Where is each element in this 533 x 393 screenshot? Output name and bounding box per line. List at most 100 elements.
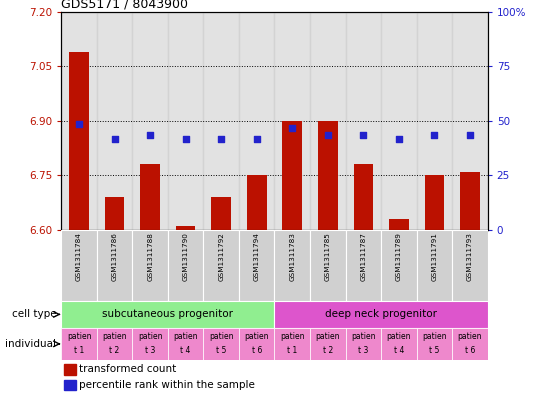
Text: GSM1311783: GSM1311783 <box>289 232 295 281</box>
Bar <box>345 12 381 230</box>
Text: GSM1311785: GSM1311785 <box>325 232 331 281</box>
Text: GSM1311787: GSM1311787 <box>360 232 366 281</box>
FancyBboxPatch shape <box>345 230 381 301</box>
Bar <box>212 197 231 230</box>
FancyBboxPatch shape <box>274 230 310 301</box>
Text: percentile rank within the sample: percentile rank within the sample <box>79 380 255 390</box>
Bar <box>282 121 302 230</box>
FancyBboxPatch shape <box>381 230 417 301</box>
Text: patien: patien <box>209 332 233 342</box>
FancyBboxPatch shape <box>310 230 345 301</box>
Bar <box>97 12 132 230</box>
Point <box>324 132 332 139</box>
Text: patien: patien <box>422 332 447 342</box>
Text: t 3: t 3 <box>358 346 368 355</box>
Text: patien: patien <box>316 332 340 342</box>
Text: patien: patien <box>102 332 127 342</box>
Bar <box>168 12 204 230</box>
Point <box>253 136 261 142</box>
Bar <box>417 12 452 230</box>
Bar <box>247 175 266 230</box>
Text: GSM1311784: GSM1311784 <box>76 232 82 281</box>
FancyBboxPatch shape <box>452 328 488 360</box>
Text: patien: patien <box>280 332 304 342</box>
FancyBboxPatch shape <box>239 230 274 301</box>
Text: t 2: t 2 <box>109 346 120 355</box>
Bar <box>389 219 409 230</box>
Text: patien: patien <box>67 332 91 342</box>
Text: t 1: t 1 <box>287 346 297 355</box>
FancyBboxPatch shape <box>132 328 168 360</box>
Text: patien: patien <box>245 332 269 342</box>
Text: t 6: t 6 <box>465 346 475 355</box>
Bar <box>318 121 337 230</box>
Text: t 4: t 4 <box>394 346 404 355</box>
FancyBboxPatch shape <box>97 230 132 301</box>
FancyBboxPatch shape <box>97 328 132 360</box>
Text: GSM1311791: GSM1311791 <box>431 232 438 281</box>
Text: GSM1311790: GSM1311790 <box>183 232 189 281</box>
Point <box>394 136 403 142</box>
Bar <box>132 12 168 230</box>
Bar <box>274 12 310 230</box>
Text: t 3: t 3 <box>145 346 155 355</box>
Bar <box>452 12 488 230</box>
Text: GSM1311792: GSM1311792 <box>218 232 224 281</box>
Bar <box>310 12 345 230</box>
Bar <box>460 172 480 230</box>
Bar <box>176 226 196 230</box>
Point <box>110 136 119 142</box>
Text: patien: patien <box>458 332 482 342</box>
Point <box>217 136 225 142</box>
FancyBboxPatch shape <box>61 230 97 301</box>
Text: subcutaneous progenitor: subcutaneous progenitor <box>102 309 233 320</box>
Bar <box>105 197 124 230</box>
Text: GSM1311788: GSM1311788 <box>147 232 153 281</box>
Bar <box>61 12 97 230</box>
Text: t 5: t 5 <box>216 346 227 355</box>
Text: GSM1311794: GSM1311794 <box>254 232 260 281</box>
Bar <box>64 364 76 375</box>
Text: t 2: t 2 <box>322 346 333 355</box>
Text: transformed count: transformed count <box>79 364 176 374</box>
FancyBboxPatch shape <box>239 328 274 360</box>
Bar <box>239 12 274 230</box>
Bar <box>140 165 160 230</box>
Bar <box>425 175 444 230</box>
FancyBboxPatch shape <box>274 301 488 328</box>
FancyBboxPatch shape <box>61 301 274 328</box>
Text: GSM1311789: GSM1311789 <box>396 232 402 281</box>
FancyBboxPatch shape <box>417 230 452 301</box>
FancyBboxPatch shape <box>417 328 452 360</box>
Point <box>466 132 474 139</box>
Point <box>430 132 439 139</box>
FancyBboxPatch shape <box>381 328 417 360</box>
Text: GSM1311793: GSM1311793 <box>467 232 473 281</box>
Text: GSM1311786: GSM1311786 <box>111 232 118 281</box>
FancyBboxPatch shape <box>274 328 310 360</box>
FancyBboxPatch shape <box>168 230 204 301</box>
Text: GDS5171 / 8043900: GDS5171 / 8043900 <box>61 0 188 11</box>
Bar <box>204 12 239 230</box>
Text: patien: patien <box>173 332 198 342</box>
Text: individual: individual <box>5 339 56 349</box>
FancyBboxPatch shape <box>61 328 97 360</box>
Bar <box>353 165 373 230</box>
Text: patien: patien <box>138 332 163 342</box>
Text: deep neck progenitor: deep neck progenitor <box>325 309 437 320</box>
Text: t 1: t 1 <box>74 346 84 355</box>
FancyBboxPatch shape <box>204 230 239 301</box>
FancyBboxPatch shape <box>132 230 168 301</box>
Point <box>146 132 155 139</box>
Text: patien: patien <box>351 332 376 342</box>
Text: t 4: t 4 <box>181 346 191 355</box>
Point <box>288 125 296 131</box>
FancyBboxPatch shape <box>452 230 488 301</box>
FancyBboxPatch shape <box>168 328 204 360</box>
Bar <box>64 380 76 390</box>
Point <box>359 132 368 139</box>
Bar <box>69 52 89 230</box>
Bar <box>381 12 417 230</box>
Text: patien: patien <box>386 332 411 342</box>
Text: cell type: cell type <box>12 309 56 320</box>
